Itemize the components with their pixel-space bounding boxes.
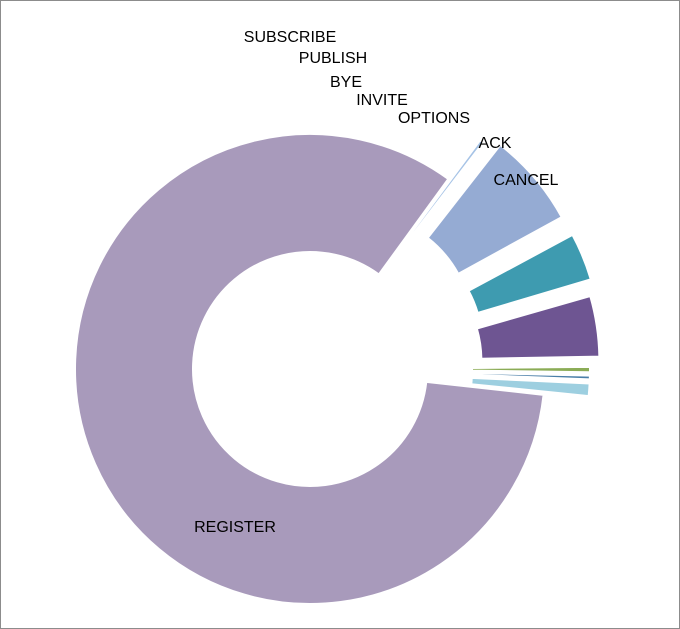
label-subscribe: SUBSCRIBE [244, 29, 336, 46]
label-register: REGISTER [194, 519, 276, 536]
slice-register [74, 133, 545, 605]
slice-ack [426, 143, 564, 276]
slice-bye [470, 365, 591, 374]
slice-subscribe [470, 376, 591, 398]
slice-cancel [408, 138, 485, 238]
label-cancel: CANCEL [494, 172, 559, 189]
label-options: OPTIONS [398, 110, 470, 127]
slice-publish [470, 371, 591, 381]
label-invite: INVITE [356, 92, 408, 109]
slice-options [467, 233, 593, 315]
label-publish: PUBLISH [299, 50, 367, 67]
label-ack: ACK [479, 135, 512, 152]
slice-invite [475, 294, 601, 360]
label-bye: BYE [330, 74, 362, 91]
